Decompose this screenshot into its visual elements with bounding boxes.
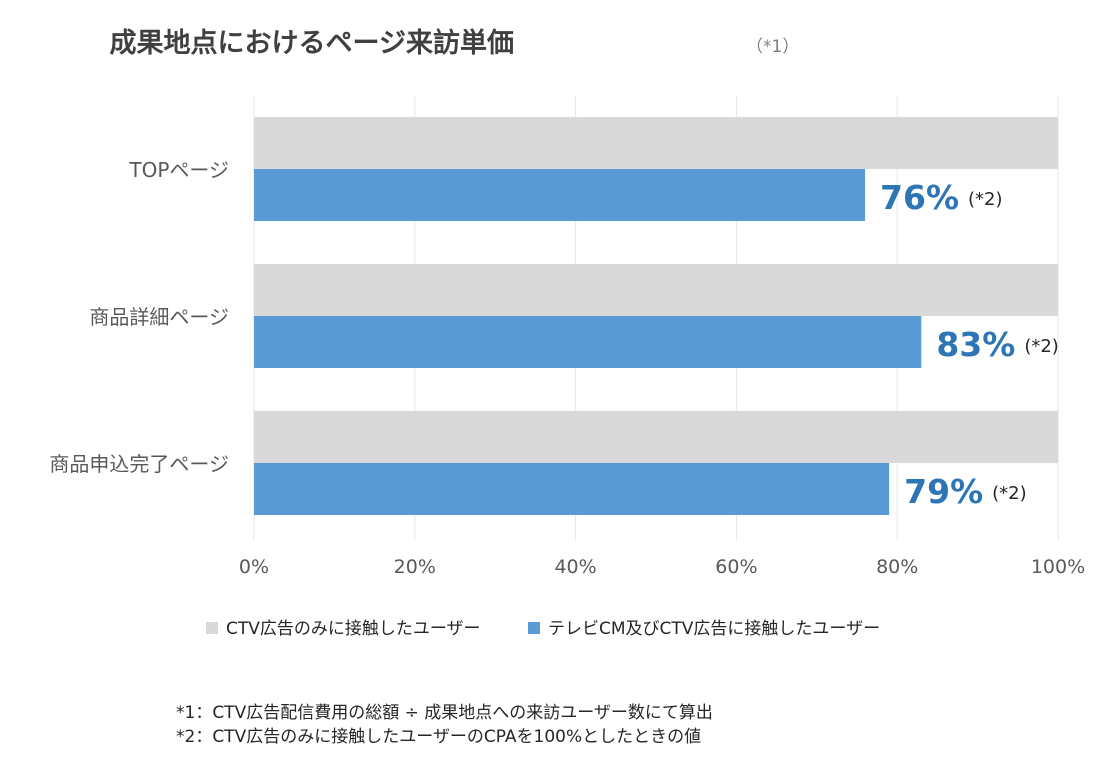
data-label: 83% <box>936 325 1015 364</box>
legend-item-tvcm-and-ctv-label: テレビCM及びCTV広告に接触したユーザー <box>548 619 880 639</box>
legend-item-ctv-only-label: CTV広告のみに接触したユーザー <box>226 619 481 639</box>
chart-title: 成果地点におけるページ来訪単価 <box>110 27 514 59</box>
bar-tvcm-and-ctv <box>254 316 922 368</box>
labels: 0% 20% 40% 60% 80% 100% TOPページ 76% (*2) 商品詳細ページ 83… <box>49 158 1085 578</box>
bar-ctv-only <box>254 411 1058 463</box>
category-label: 商品詳細ページ <box>89 305 229 329</box>
bars <box>254 117 1058 515</box>
category-label: 商品申込完了ページ <box>49 452 229 476</box>
data-label: 79% <box>904 472 983 511</box>
bar-tvcm-and-ctv <box>254 169 866 221</box>
x-tick-label: 20% <box>394 556 436 578</box>
category-label: TOPページ <box>128 158 229 182</box>
legend: CTV広告のみに接触したユーザー テレビCM及びCTV広告に接触したユーザー <box>206 619 880 639</box>
x-tick-label: 0% <box>239 556 269 578</box>
legend-item-tvcm-and-ctv-swatch <box>528 622 540 634</box>
bar-tvcm-and-ctv <box>254 463 890 515</box>
x-tick-label: 60% <box>715 556 757 578</box>
footnote-1: *1：CTV広告配信費用の総額 ÷ 成果地点への来訪ユーザー数にて算出 <box>176 703 713 723</box>
data-label-note: (*2) <box>968 189 1003 210</box>
legend-item-ctv-only-swatch <box>206 622 218 634</box>
bar-ctv-only <box>254 264 1058 316</box>
bar-ctv-only <box>254 117 1058 169</box>
data-label-note: (*2) <box>992 483 1026 504</box>
data-label-note: (*2) <box>1024 336 1059 357</box>
data-label: 76% <box>880 178 959 217</box>
x-tick-label: 80% <box>876 556 918 578</box>
x-tick-label: 100% <box>1031 556 1085 578</box>
chart-title-note: （*1） <box>746 37 799 57</box>
x-tick-label: 40% <box>554 556 596 578</box>
footnotes: *1：CTV広告配信費用の総額 ÷ 成果地点への来訪ユーザー数にて算出 *2：CT… <box>176 703 713 747</box>
footnote-2: *2：CTV広告のみに接触したユーザーのCPAを100%としたときの値 <box>176 727 701 747</box>
